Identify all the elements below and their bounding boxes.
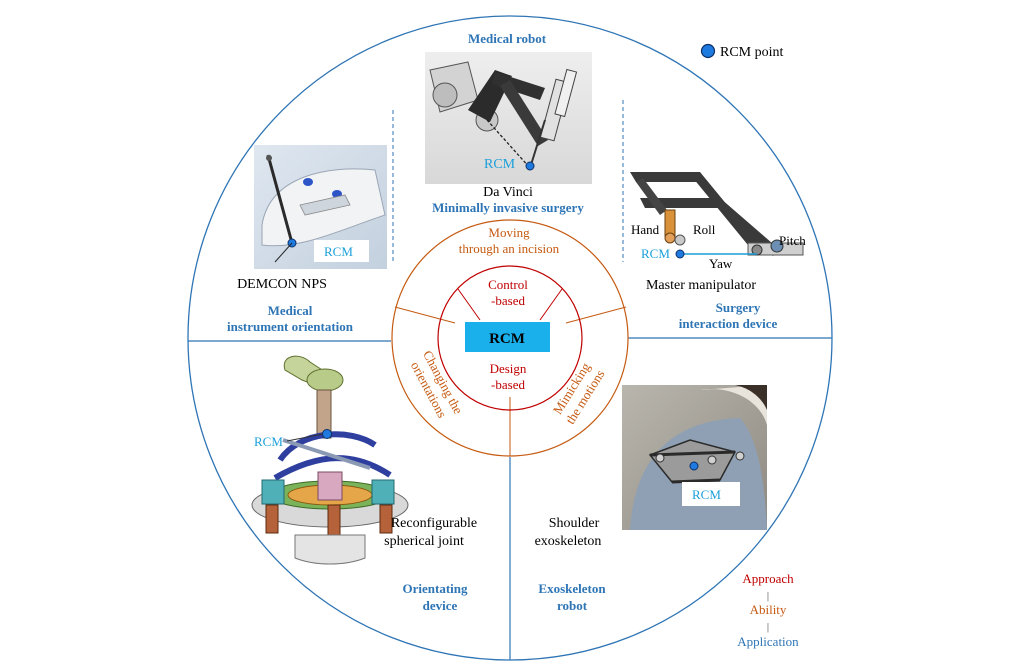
hand-label: Hand <box>631 222 660 237</box>
example-shoulder-line2: exoskeleton <box>535 534 602 549</box>
ability-moving-line1: Moving <box>488 225 530 240</box>
app-medical-instrument-line2: instrument orientation <box>227 319 354 334</box>
example-reconfig-line2: spherical joint <box>384 534 464 549</box>
key-approach: Approach <box>742 571 794 586</box>
example-demcon-label: DEMCON NPS <box>237 277 327 292</box>
approach-design-line1: Design <box>490 361 527 376</box>
app-surgery-interaction-line1: Surgery <box>716 300 761 315</box>
master-rcm-label: RCM <box>641 246 670 261</box>
key-separator-2: | <box>767 621 769 633</box>
approach-spoke-left <box>457 288 481 321</box>
da-vinci-rcm-label: RCM <box>484 157 516 172</box>
approach-control-line2: -based <box>491 293 525 308</box>
example-master-label: Master manipulator <box>646 278 756 293</box>
app-exoskeleton-line2: robot <box>557 598 588 613</box>
rcm-point-legend-dot <box>700 43 716 59</box>
example-da-vinci-label: Da Vinci <box>483 185 533 200</box>
approach-design-line2: -based <box>491 377 525 392</box>
center-rcm-label: RCM <box>489 331 525 347</box>
app-surgery-interaction-line2: interaction device <box>679 316 778 331</box>
key-ability: Ability <box>750 602 787 617</box>
demcon-photo <box>254 145 387 269</box>
ability-spoke-right <box>565 306 627 324</box>
app-medical-robot-title: Medical robot <box>468 31 547 46</box>
pitch-label: Pitch <box>779 233 806 248</box>
app-orientating-line2: device <box>423 598 458 613</box>
approach-spoke-right <box>539 288 563 321</box>
spherical-rcm-label: RCM <box>254 434 283 449</box>
master-manipulator-illustration <box>630 172 804 259</box>
demcon-rcm-label: RCM <box>324 244 353 259</box>
yaw-label: Yaw <box>709 256 733 271</box>
spherical-joint-illustration <box>251 355 409 565</box>
app-orientating-line1: Orientating <box>403 581 468 596</box>
example-shoulder-line1: Shoulder <box>549 516 600 531</box>
shoulder-rcm-label: RCM <box>692 487 721 502</box>
approach-circle <box>437 265 583 411</box>
approach-control-line1: Control <box>488 277 528 292</box>
key-separator-1: | <box>767 590 769 602</box>
example-reconfig-line1: Reconfigurable <box>391 516 477 531</box>
app-medical-instrument-line1: Medical <box>268 303 313 318</box>
da-vinci-photo <box>425 52 592 184</box>
example-mis-label: Minimally invasive surgery <box>432 200 584 215</box>
ability-spoke-left <box>394 306 456 324</box>
app-exoskeleton-line1: Exoskeleton <box>538 581 606 596</box>
roll-label: Roll <box>693 222 716 237</box>
rcm-point-legend-label: RCM point <box>720 45 784 60</box>
center-rcm-box <box>465 322 550 352</box>
ability-moving-line2: through an incision <box>459 241 560 256</box>
shoulder-exoskeleton-photo <box>622 385 767 530</box>
key-application: Application <box>737 634 799 649</box>
